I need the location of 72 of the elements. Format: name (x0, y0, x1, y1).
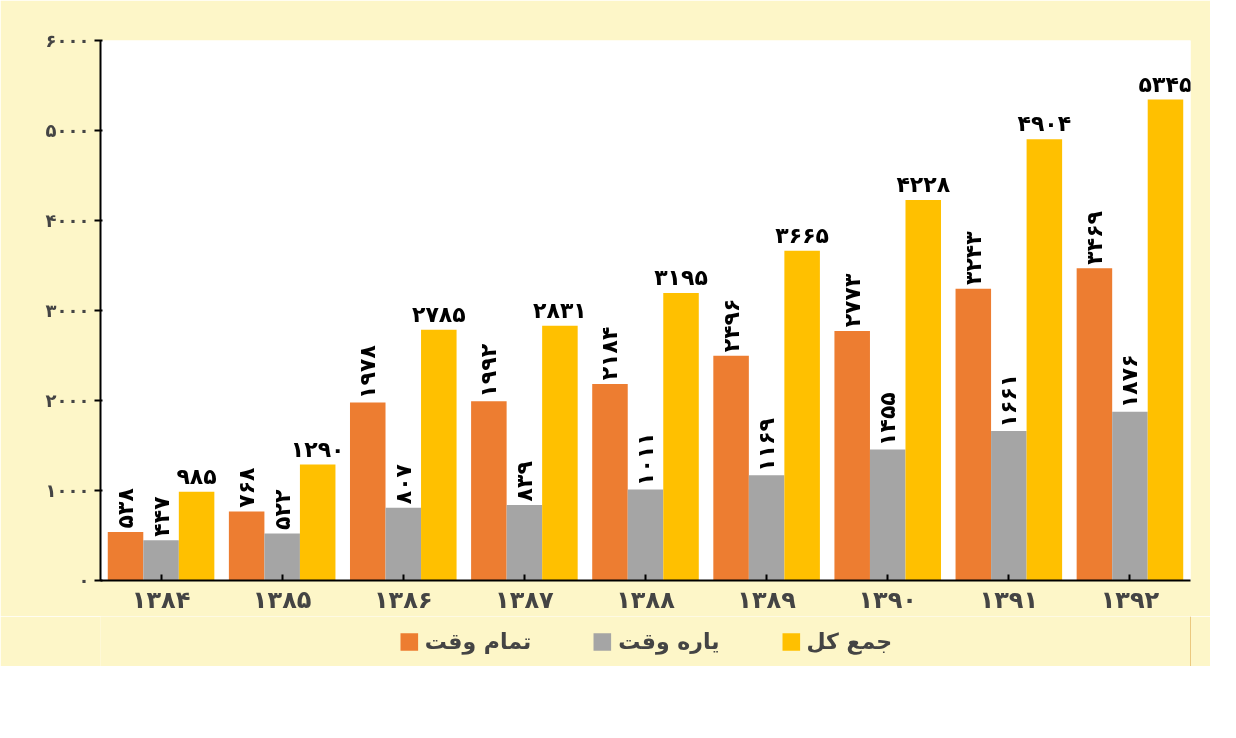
data-label: ۴۹۰۴ (1017, 111, 1072, 137)
data-label: ۱۱۶۹ (754, 417, 780, 472)
x-tick-label: ۱۳۸۴ (131, 585, 191, 614)
data-label: ۹۸۵ (176, 464, 217, 490)
bar (178, 491, 215, 581)
x-tick-label: ۱۳۸۸ (616, 585, 676, 614)
bar (592, 383, 628, 581)
bar (385, 507, 422, 581)
bar (627, 489, 664, 581)
data-label: ۱۴۵۵ (875, 392, 901, 446)
bar (1147, 99, 1184, 581)
data-label: ۱۸۷۶ (1117, 354, 1143, 409)
bar (1076, 268, 1113, 581)
legend-label: یاره وقت (618, 628, 720, 654)
x-tick-label: ۱۳۸۷ (495, 585, 555, 614)
data-label: ۵۳۸ (113, 487, 139, 529)
bar (421, 329, 457, 581)
data-label: ۱۲۹۰ (290, 436, 345, 462)
bar (506, 504, 543, 581)
bar (107, 532, 144, 581)
bar (471, 401, 507, 581)
data-label: ۱۰۱۱ (633, 432, 658, 486)
data-label: ۱۹۷۸ (355, 344, 381, 399)
bar (1112, 411, 1148, 581)
data-label: ۲۷۸۵ (411, 302, 466, 328)
bar (349, 402, 386, 581)
x-tick-label: ۱۳۸۹ (737, 585, 797, 614)
y-tick-label: ۲۰۰۰ (45, 390, 90, 411)
bar (143, 540, 179, 581)
data-label: ۲۱۸۴ (597, 326, 623, 381)
x-tick-label: ۱۳۹۲ (1100, 585, 1160, 614)
y-tick-label: ۴۰۰۰ (45, 210, 90, 231)
data-label: ۷۶۸ (234, 466, 260, 508)
data-label: ۲۴۹۶ (718, 298, 744, 353)
data-label: ۸۳۹ (511, 461, 537, 502)
bar (869, 449, 906, 581)
y-tick-label: ۰ (78, 570, 90, 591)
bar (955, 288, 992, 581)
data-label: ۱۶۶۱ (996, 373, 1022, 428)
data-label: ۴۴۷ (148, 495, 174, 537)
data-label: ۱۹۹۲ (476, 343, 502, 398)
data-label: ۳۱۹۵ (654, 265, 708, 291)
data-label: ۴۲۲۸ (896, 172, 951, 198)
bar (991, 431, 1027, 581)
y-tick-label: ۱۰۰۰ (45, 480, 90, 501)
bar (542, 325, 578, 581)
bar (713, 355, 749, 581)
x-tick-label: ۱۳۹۱ (979, 585, 1039, 614)
data-label: ۳۴۶۹ (1081, 210, 1107, 265)
bar (905, 199, 942, 581)
data-label: ۳۲۴۳ (960, 230, 986, 286)
bar (834, 330, 870, 581)
bar (748, 475, 785, 581)
data-label: ۸۰۷ (390, 463, 416, 505)
bar (299, 464, 336, 581)
y-tick-label: ۳۰۰۰ (45, 300, 90, 321)
data-label: ۳۶۶۵ (775, 222, 829, 248)
legend-label: تمام وقت (424, 628, 532, 654)
data-label: ۲۸۳۱ (533, 298, 587, 324)
bar (1026, 139, 1063, 581)
bar (228, 511, 265, 581)
x-tick-label: ۱۳۸۶ (373, 585, 433, 614)
x-tick-label: ۱۳۸۵ (252, 585, 312, 614)
data-label: ۵۲۲ (269, 489, 295, 530)
bar (663, 292, 699, 581)
x-tick-label: ۱۳۹۰ (858, 585, 918, 614)
bar (784, 250, 820, 581)
y-tick-label: ۵۰۰۰ (45, 120, 90, 141)
data-label: ۲۷۷۳ (839, 273, 865, 328)
legend-label: جمع کل (806, 628, 893, 654)
bar (264, 533, 300, 581)
y-tick-label: ۶۰۰۰ (45, 30, 90, 51)
